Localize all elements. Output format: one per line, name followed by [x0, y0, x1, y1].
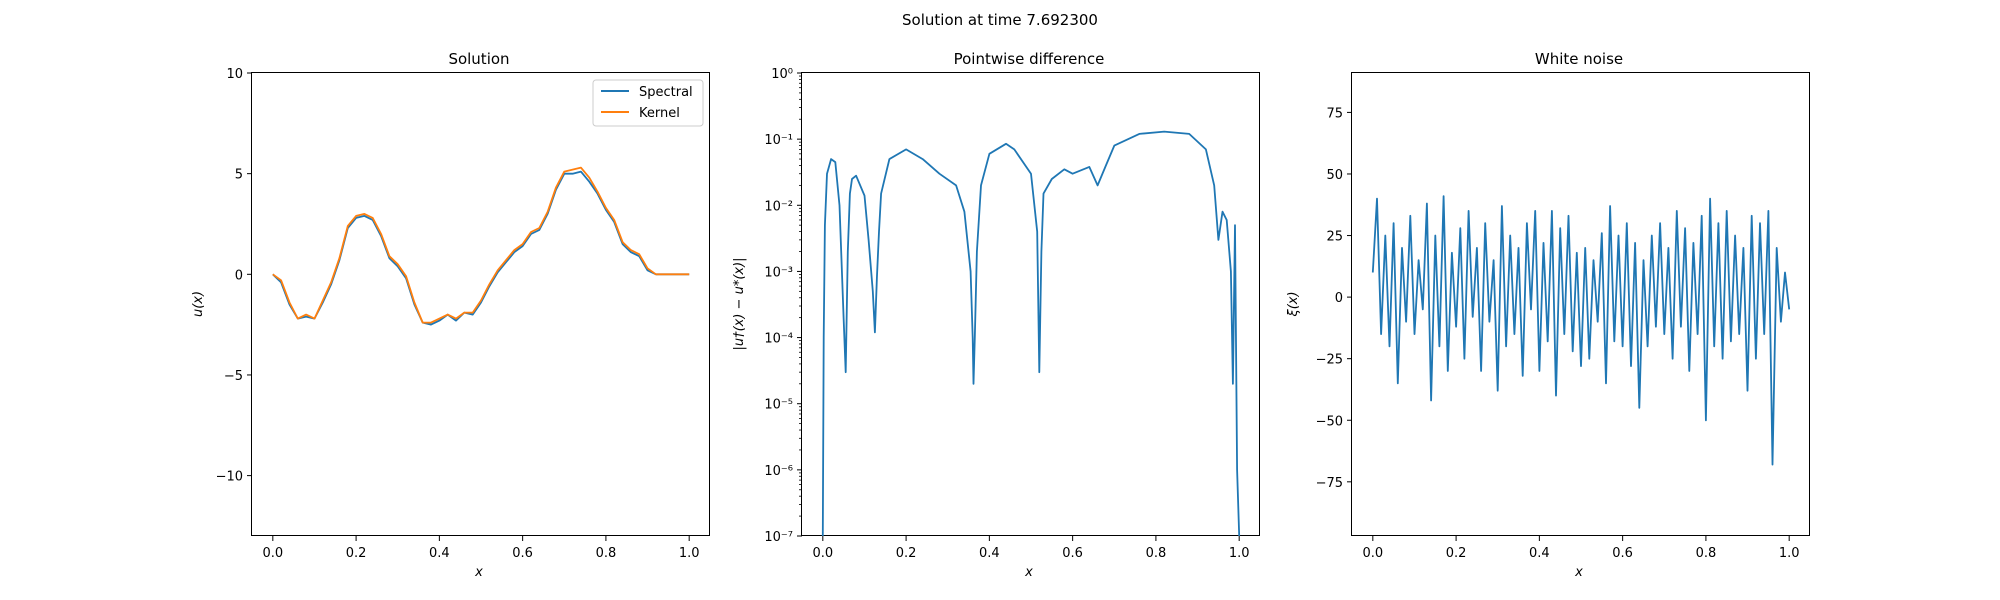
- x-tick-label: 0.6: [512, 546, 533, 561]
- legend-label-spectral: Spectral: [639, 85, 693, 100]
- solution-axes-frame: [251, 72, 710, 536]
- solution-xlabel: x: [474, 565, 483, 580]
- y-tick-label: −75: [1316, 476, 1343, 491]
- difference-ticks: 0.0 0.2 0.4 0.6 0.8 1.0 10⁰ 10⁻¹ 10⁻² 10⁻³ 10⁻⁴ 10⁻…: [764, 67, 1249, 561]
- y-tick-label: 75: [1326, 106, 1343, 121]
- difference-xlabel: x: [1024, 565, 1033, 580]
- noise-lines: [1371, 195, 1791, 466]
- y-tick-label: 50: [1326, 168, 1343, 183]
- difference-axes-frame: [801, 72, 1260, 536]
- x-tick-label: 0.0: [262, 546, 283, 561]
- x-tick-label: 0.4: [979, 546, 1000, 561]
- x-tick-label: 0.8: [1696, 546, 1717, 561]
- x-tick-label: 1.0: [1779, 546, 1800, 561]
- x-tick-label: 0.0: [812, 546, 833, 561]
- y-tick-label: −10: [216, 470, 243, 485]
- x-tick-label: 0.8: [596, 546, 617, 561]
- y-tick-label: −25: [1316, 353, 1343, 368]
- x-tick-label: 0.2: [896, 546, 917, 561]
- x-tick-label: 0.4: [429, 546, 450, 561]
- y-tick-label: 10⁻¹: [764, 133, 793, 148]
- y-tick-label: 10⁰: [771, 67, 793, 82]
- y-tick-label: 10⁻⁶: [764, 464, 793, 479]
- series-line-1-0: [821, 130, 1241, 537]
- difference-panel: Pointwise difference x |u†(x) − u*(x)| 0…: [732, 50, 1260, 580]
- y-tick-label: 10⁻⁴: [764, 332, 793, 347]
- x-tick-label: 0.4: [1529, 546, 1550, 561]
- x-tick-label: 0.6: [1062, 546, 1083, 561]
- y-tick-label: 10⁻³: [764, 265, 793, 280]
- difference-ylabel: |u†(x) − u*(x)|: [732, 257, 747, 350]
- solution-panel: Solution x u(x) 0.0 0.2 0.4 0.6 0.8 1.0 10 5 0 −5…: [191, 50, 710, 580]
- solution-legend: Spectral Kernel: [592, 79, 704, 127]
- noise-ylabel: ξ(x): [1286, 291, 1301, 317]
- x-tick-label: 0.0: [1362, 546, 1383, 561]
- noise-axes-frame: [1351, 72, 1810, 536]
- solution-lines: [272, 166, 690, 326]
- series-line-2-0: [1371, 195, 1791, 466]
- solution-ticks: 0.0 0.2 0.4 0.6 0.8 1.0 10 5 0 −5 −10: [216, 67, 700, 561]
- y-tick-label: 10⁻⁵: [764, 398, 793, 413]
- noise-ticks: 0.0 0.2 0.4 0.6 0.8 1.0 75 50 25 0 −25 −50 −75: [1316, 106, 1800, 561]
- y-tick-label: 10⁻²: [764, 199, 793, 214]
- x-tick-label: 0.8: [1146, 546, 1167, 561]
- y-tick-label: −5: [224, 369, 243, 384]
- figure-suptitle: Solution at time 7.692300: [902, 11, 1098, 29]
- difference-lines: [821, 130, 1241, 537]
- x-tick-label: 1.0: [679, 546, 700, 561]
- y-tick-label: 10: [226, 67, 243, 82]
- y-tick-label: 0: [1335, 291, 1343, 306]
- solution-ylabel: u(x): [191, 291, 206, 317]
- difference-title: Pointwise difference: [954, 50, 1105, 68]
- noise-panel: White noise x ξ(x) 0.0 0.2 0.4 0.6 0.8 1.0 75 5…: [1286, 50, 1810, 580]
- x-tick-label: 0.2: [346, 546, 367, 561]
- y-tick-label: 0: [235, 268, 243, 283]
- y-tick-label: 5: [235, 168, 243, 183]
- noise-xlabel: x: [1574, 565, 1583, 580]
- legend-label-kernel: Kernel: [639, 106, 680, 121]
- y-tick-label: −50: [1316, 414, 1343, 429]
- noise-title: White noise: [1535, 50, 1623, 68]
- y-tick-label: 25: [1326, 230, 1343, 245]
- y-tick-label: 10⁻⁷: [764, 530, 793, 545]
- x-tick-label: 1.0: [1229, 546, 1250, 561]
- solution-title: Solution: [448, 50, 509, 68]
- x-tick-label: 0.6: [1612, 546, 1633, 561]
- series-line-kernel: [272, 166, 690, 324]
- x-tick-label: 0.2: [1446, 546, 1467, 561]
